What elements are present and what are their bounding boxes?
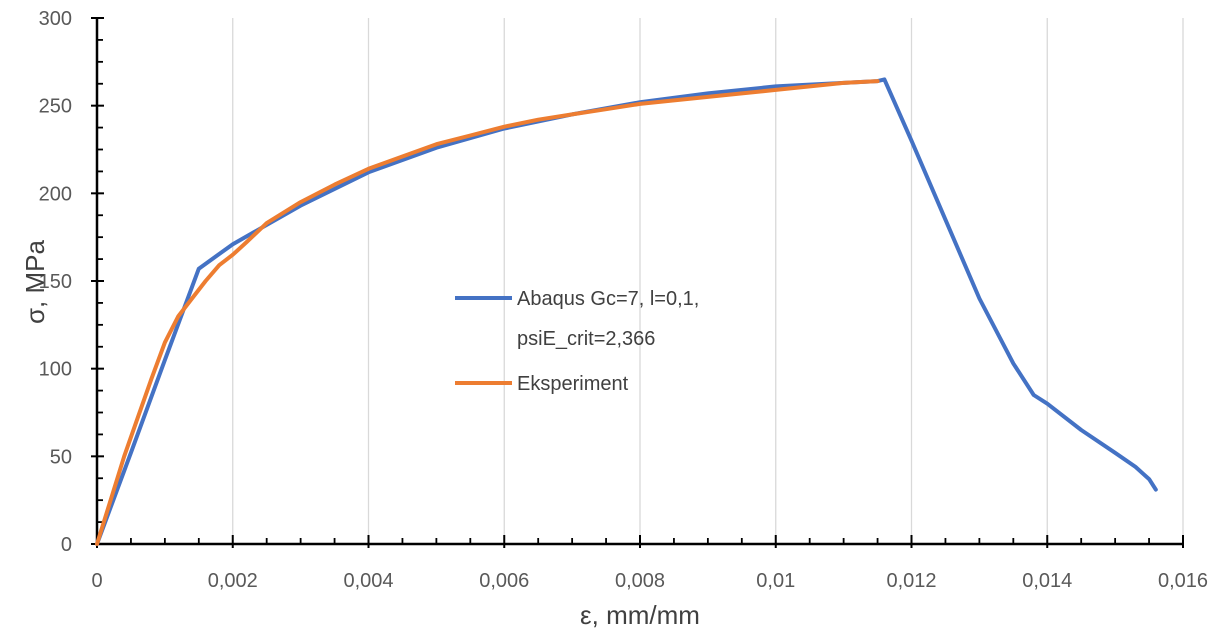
y-tick-labels: 0 50 100 150 200 250 300	[39, 8, 72, 556]
y-tick-label: 50	[50, 446, 72, 468]
x-tick-label: 0,012	[886, 570, 936, 592]
x-axis-title: ε, mm/mm	[580, 600, 700, 630]
legend-label-abaqus: Abaqus Gc=7, l=0,1, psiE_crit=2,366	[517, 288, 705, 350]
x-tick-label: 0,006	[479, 570, 529, 592]
legend-label-abaqus-line2: psiE_crit=2,366	[517, 328, 655, 350]
y-axis-title: σ, MPa	[20, 239, 50, 323]
series-lines	[95, 77, 1158, 546]
x-tick-label: 0,008	[615, 570, 665, 592]
x-tick-label: 0,016	[1158, 570, 1208, 592]
y-tick-label: 300	[39, 8, 72, 30]
y-tick-label: 200	[39, 183, 72, 205]
legend-label-eksperiment: Eksperiment	[517, 373, 629, 395]
abaqus-series-line	[95, 77, 1158, 546]
legend-label-abaqus-line1: Abaqus Gc=7, l=0,1,	[517, 288, 699, 310]
x-tick-labels: 0 0,002 0,004 0,006 0,008 0,01 0,012 0,014 0,016	[91, 570, 1208, 592]
x-tick-label: 0,01	[756, 570, 795, 592]
y-tick-label: 0	[61, 534, 72, 556]
y-tick-label: 150	[39, 271, 72, 293]
x-tick-label: 0	[91, 570, 102, 592]
tick-marks	[91, 17, 1184, 548]
x-tick-label: 0,002	[208, 570, 258, 592]
y-tick-label: 250	[39, 96, 72, 118]
y-tick-label: 100	[39, 359, 72, 381]
x-tick-label: 0,014	[1022, 570, 1072, 592]
legend: Abaqus Gc=7, l=0,1, psiE_crit=2,366 Eksp…	[455, 288, 705, 395]
eksperiment-series-line	[95, 79, 880, 546]
x-tick-label: 0,004	[343, 570, 393, 592]
